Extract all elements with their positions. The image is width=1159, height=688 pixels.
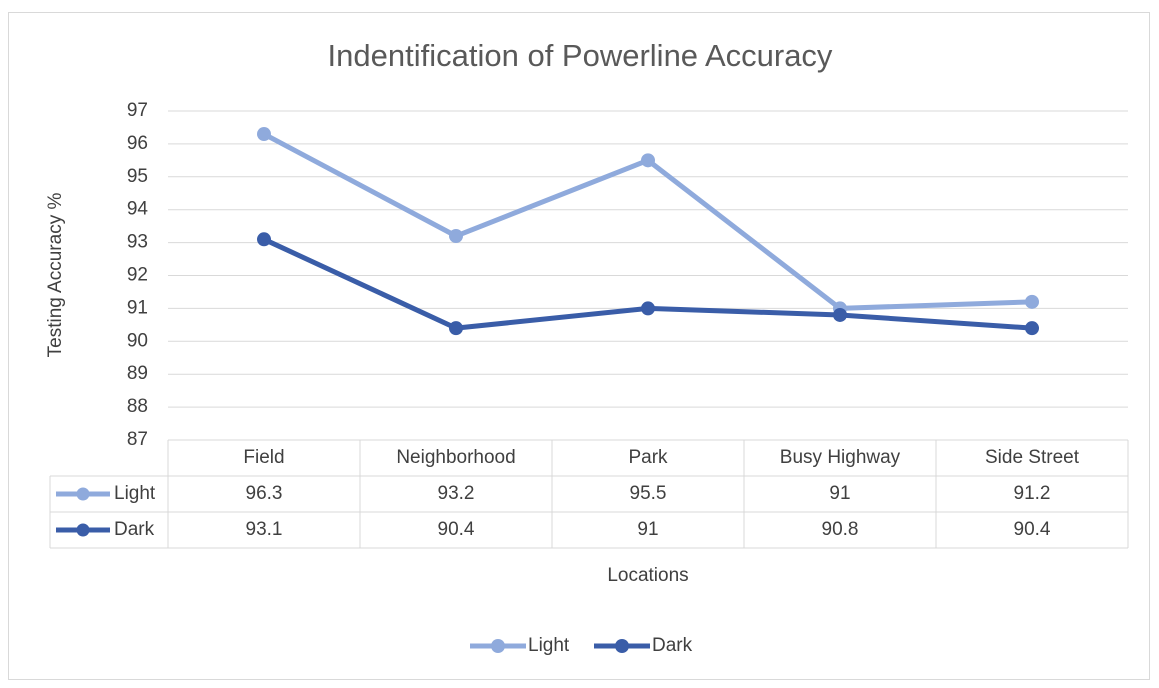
y-tick-label: 95 (127, 166, 148, 187)
x-tick-label: Side Street (985, 447, 1080, 468)
table-value: 93.1 (246, 519, 283, 540)
table-value: 90.8 (822, 519, 859, 540)
point (641, 153, 655, 168)
legend-key (491, 639, 505, 653)
point (449, 321, 463, 336)
legend-label: Dark (652, 635, 693, 656)
table-value: 91 (829, 483, 850, 504)
y-axis-title: Testing Accuracy % (45, 193, 66, 358)
point (257, 127, 271, 142)
y-tick-label: 96 (127, 133, 148, 154)
chart-border (8, 12, 1150, 680)
table-legend-key (76, 487, 90, 501)
legend-label: Light (528, 635, 570, 656)
table-series-name: Dark (114, 519, 155, 540)
point (641, 301, 655, 316)
y-tick-label: 92 (127, 265, 148, 286)
table-value: 95.5 (630, 483, 667, 504)
point (1025, 294, 1039, 309)
table-value: 93.2 (438, 483, 475, 504)
table-value: 91 (637, 519, 658, 540)
chart-title: Indentification of Powerline Accuracy (328, 38, 833, 73)
y-tick-label: 89 (127, 363, 148, 384)
y-tick-label: 91 (127, 297, 148, 318)
x-axis-title: Locations (607, 565, 688, 586)
y-tick-label: 93 (127, 232, 148, 253)
y-tick-label: 88 (127, 396, 148, 417)
point (449, 229, 463, 244)
y-tick-label: 90 (127, 330, 148, 351)
x-tick-label: Neighborhood (396, 447, 515, 468)
table-value: 90.4 (1014, 519, 1051, 540)
x-tick-label: Busy Highway (780, 447, 901, 468)
table-series-name: Light (114, 483, 156, 504)
y-tick-label: 87 (127, 429, 148, 450)
y-tick-label: 97 (127, 100, 148, 121)
legend-key (615, 639, 629, 653)
table-value: 91.2 (1014, 483, 1051, 504)
point (257, 232, 271, 247)
point (833, 307, 847, 322)
table-legend-key (76, 523, 90, 537)
y-tick-label: 94 (127, 199, 149, 220)
x-tick-label: Park (628, 447, 668, 468)
table-value: 90.4 (438, 519, 475, 540)
table-value: 96.3 (246, 483, 283, 504)
x-tick-label: Field (243, 447, 284, 468)
point (1025, 321, 1039, 336)
